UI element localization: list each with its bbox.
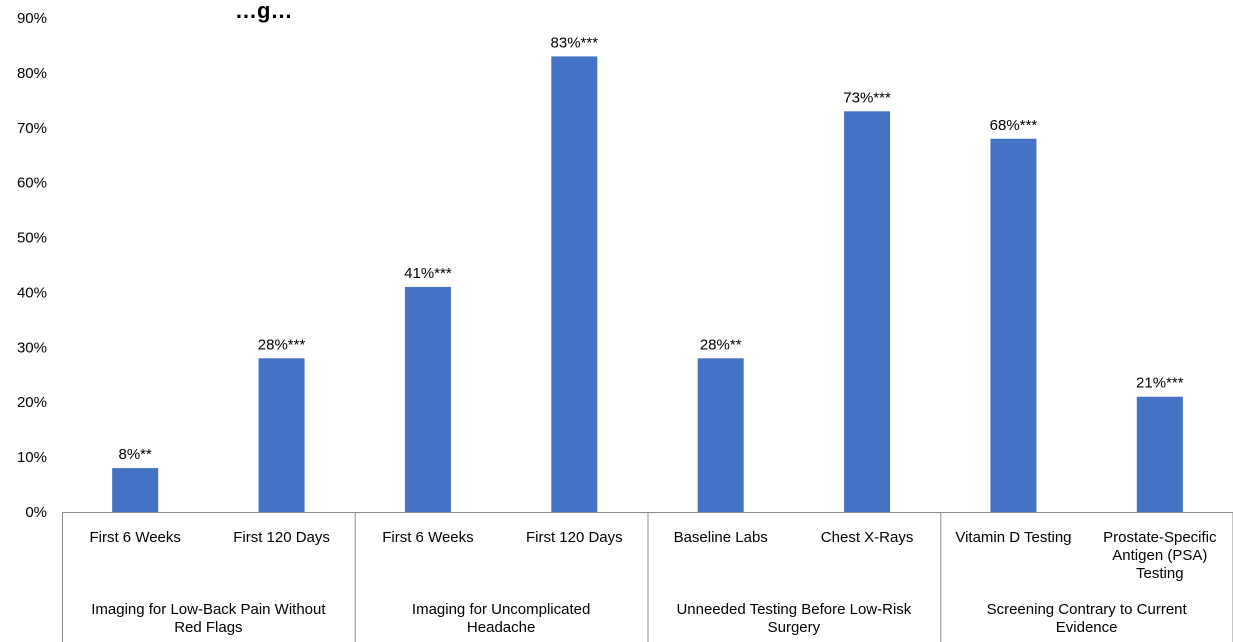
group-label: Headache (467, 619, 535, 636)
y-tick-label: 0% (25, 504, 47, 521)
data-label: 68%*** (990, 117, 1038, 134)
category-label: Prostate-Specific (1103, 529, 1217, 546)
y-tick-label: 50% (17, 230, 47, 247)
category-label: Vitamin D Testing (955, 529, 1071, 546)
data-label: 41%*** (404, 265, 452, 282)
category-label: First 6 Weeks (89, 529, 180, 546)
y-tick-label: 80% (17, 65, 47, 82)
category-label: Testing (1136, 565, 1184, 582)
data-label: 21%*** (1136, 375, 1184, 392)
group-label: Evidence (1056, 619, 1118, 636)
chart-title: …g… (235, 0, 292, 23)
group-label: Red Flags (174, 619, 242, 636)
data-label: 83%*** (551, 34, 599, 51)
data-label: 28%*** (258, 336, 306, 353)
category-label: First 120 Days (233, 529, 330, 546)
category-label: First 120 Days (526, 529, 623, 546)
y-tick-label: 90% (17, 10, 47, 27)
bar (844, 111, 891, 513)
group-label: Unneeded Testing Before Low-Risk (676, 601, 911, 618)
group-label: Imaging for Low-Back Pain Without (91, 601, 326, 618)
y-tick-label: 40% (17, 284, 47, 301)
bar (990, 138, 1037, 512)
y-tick-label: 10% (17, 449, 47, 466)
group-label: Surgery (768, 619, 821, 636)
y-tick-label: 20% (17, 394, 47, 411)
bar (258, 358, 305, 512)
bar (1136, 396, 1183, 512)
category-label: Baseline Labs (674, 529, 768, 546)
category-label: First 6 Weeks (382, 529, 473, 546)
bar (697, 358, 744, 512)
data-label: 28%** (700, 336, 742, 353)
y-tick-label: 60% (17, 175, 47, 192)
group-label: Screening Contrary to Current (987, 601, 1188, 618)
data-label: 8%** (119, 446, 153, 463)
category-label: Antigen (PSA) (1112, 547, 1207, 564)
category-label: Chest X-Rays (821, 529, 914, 546)
y-tick-label: 30% (17, 339, 47, 356)
bar (112, 468, 159, 512)
bar (404, 286, 451, 512)
bar (551, 56, 598, 513)
y-tick-label: 70% (17, 120, 47, 137)
data-label: 73%*** (843, 89, 891, 106)
group-label: Imaging for Uncomplicated (412, 601, 590, 618)
